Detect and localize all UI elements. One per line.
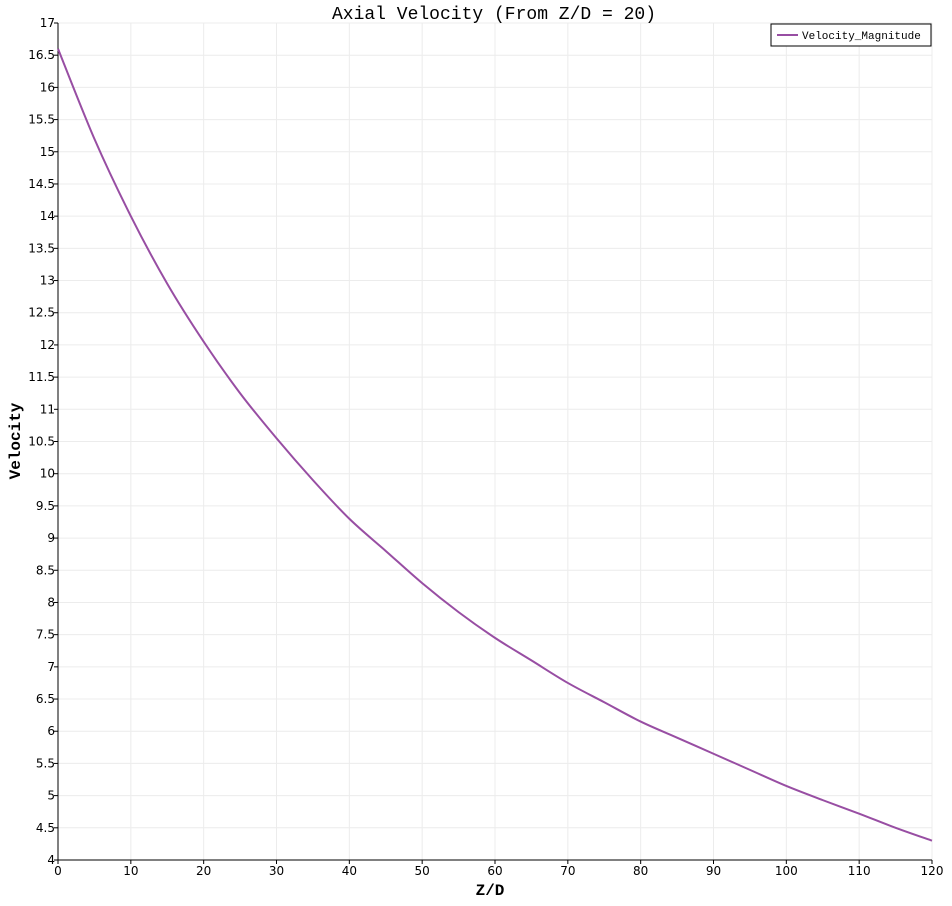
y-tick-label: 5 [47,789,55,803]
y-tick-label: 8 [47,595,55,609]
y-tick-label: 7 [47,660,55,674]
y-tick-label: 4 [47,853,55,867]
y-tick-label: 12.5 [28,306,55,320]
x-axis-label: Z/D [476,882,505,900]
y-tick-label: 10 [40,467,55,481]
y-tick-label: 11 [40,402,55,416]
y-axis-label: Velocity [7,402,25,479]
y-tick-label: 6 [47,724,55,738]
y-tick-label: 8.5 [36,563,55,577]
x-tick-label: 40 [342,864,357,878]
y-tick-label: 14 [40,209,55,223]
legend-box [770,23,932,47]
y-tick-label: 16.5 [28,48,55,62]
x-tick-label: 80 [633,864,648,878]
x-tick-label: 120 [921,864,944,878]
y-tick-label: 12 [40,338,55,352]
x-tick-label: 60 [487,864,502,878]
x-tick-label: 50 [415,864,430,878]
x-tick-label: 110 [848,864,871,878]
y-tick-label: 13.5 [28,241,55,255]
x-tick-label: 90 [706,864,721,878]
y-tick-label: 11.5 [28,370,55,384]
x-tick-label: 70 [560,864,575,878]
y-tick-label: 14.5 [28,177,55,191]
y-tick-label: 17 [40,16,55,30]
x-tick-label: 100 [775,864,798,878]
y-tick-label: 9.5 [36,499,55,513]
series-layer [57,48,933,842]
series-line-velocity-magnitude [57,48,933,842]
x-tick-label: 10 [123,864,138,878]
x-tick-label: 20 [196,864,211,878]
y-tick-label: 4.5 [36,821,55,835]
chart-title: Axial Velocity (From Z/D = 20) [332,5,656,25]
y-tick-label: 7.5 [36,628,55,642]
ticks: 4 4.5 5 5.5 6 6.5 7 7.5 8 8.5 9 9.5 10 10.5 11 11.5 12 12… [28,16,943,878]
x-tick-label: 30 [269,864,284,878]
y-tick-label: 10.5 [28,435,55,449]
y-tick-label: 15 [40,145,55,159]
y-tick-label: 5.5 [36,756,55,770]
y-tick-label: 15.5 [28,113,55,127]
legend: Velocity_Magnitude [770,23,932,47]
y-tick-label: 9 [47,531,55,545]
y-tick-label: 16 [40,80,55,94]
y-tick-label: 13 [40,274,55,288]
legend-entry: Velocity_Magnitude [802,31,921,43]
y-tick-label: 6.5 [36,692,55,706]
grid [57,22,933,861]
x-tick-label: 0 [54,864,62,878]
